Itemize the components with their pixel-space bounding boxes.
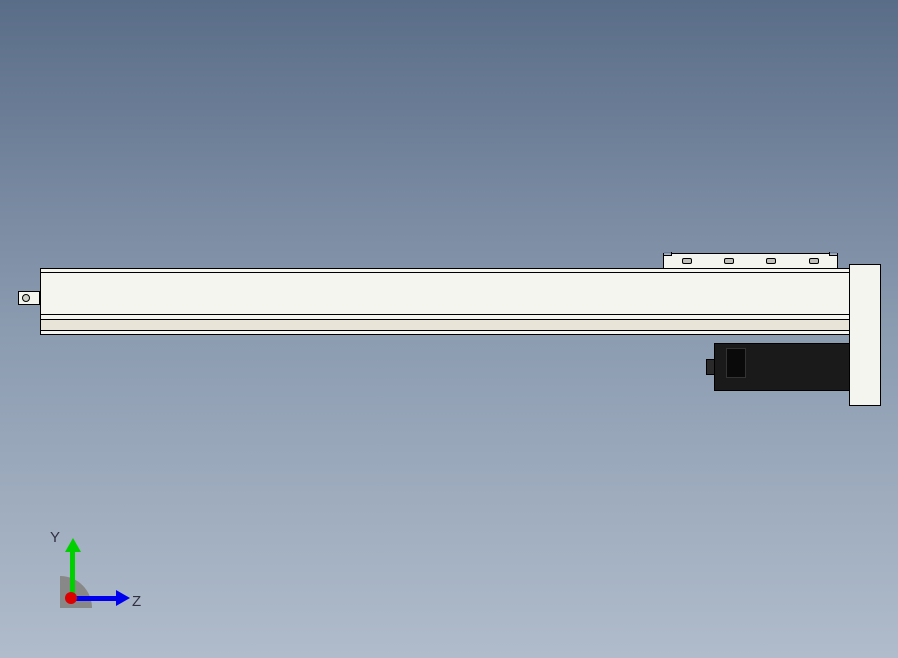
- x-axis-dot[interactable]: [65, 592, 77, 604]
- y-axis-label: Y: [50, 529, 60, 546]
- left-end-connector: [18, 291, 40, 305]
- z-axis[interactable]: [70, 596, 120, 601]
- rail-edge-line: [41, 330, 879, 331]
- y-axis[interactable]: [70, 548, 75, 598]
- rail-groove-line: [41, 319, 879, 320]
- connector-bore: [22, 294, 30, 302]
- bracket-notch: [829, 252, 837, 256]
- mounting-hole: [766, 258, 776, 264]
- motor-mount-endcap: [849, 264, 881, 406]
- motor-connector: [726, 348, 746, 378]
- bracket-notch: [664, 252, 672, 256]
- rail-edge-line: [41, 272, 879, 273]
- rail-groove-line: [41, 314, 879, 315]
- y-axis-arrow: [65, 538, 81, 552]
- carriage-bracket: [663, 253, 838, 269]
- model-assembly[interactable]: [18, 253, 883, 413]
- mounting-hole: [724, 258, 734, 264]
- linear-rail-body: [40, 268, 880, 335]
- z-axis-label: Z: [132, 593, 141, 610]
- z-axis-arrow: [116, 590, 130, 606]
- coordinate-triad[interactable]: Y Z: [50, 538, 130, 618]
- cad-viewport[interactable]: Y Z: [0, 0, 898, 658]
- mounting-hole: [682, 258, 692, 264]
- triad-origin: [60, 576, 92, 608]
- mounting-hole: [809, 258, 819, 264]
- rail-bottom-channel: [41, 320, 879, 330]
